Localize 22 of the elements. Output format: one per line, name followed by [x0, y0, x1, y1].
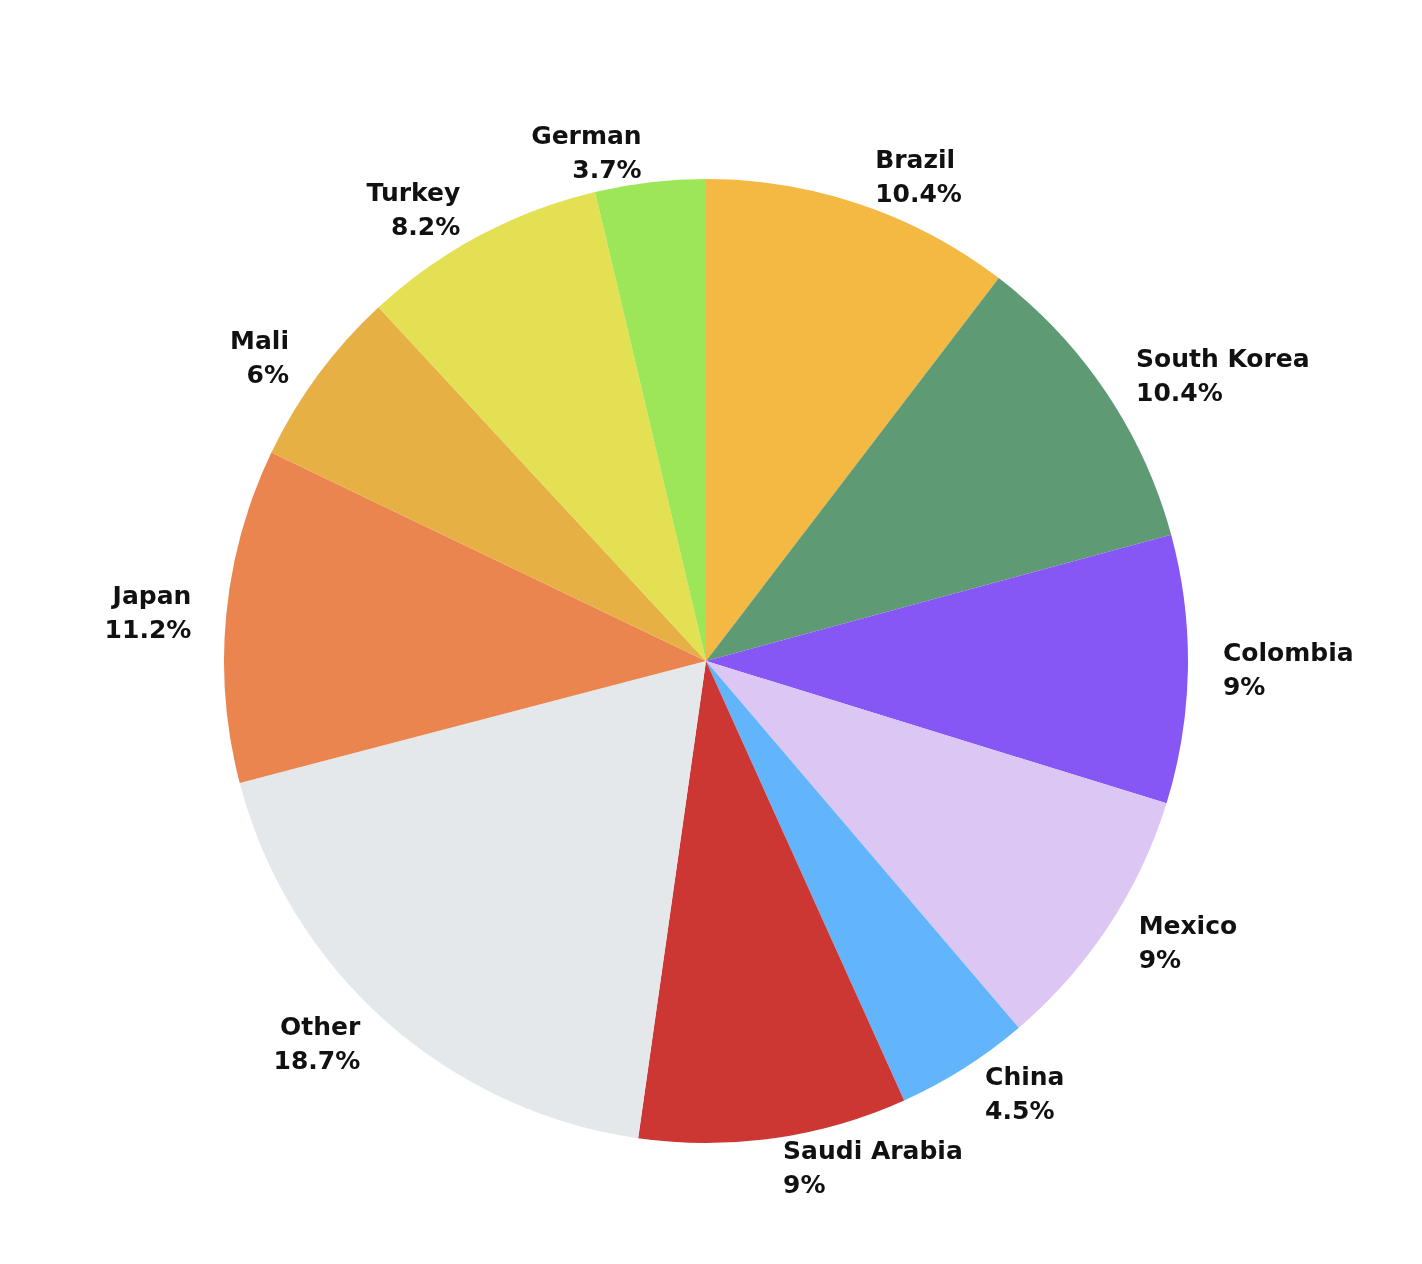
- slice-label: German: [531, 120, 642, 150]
- data-label: 8.2%: [390, 211, 461, 241]
- slice-label: Colombia: [1222, 638, 1354, 668]
- data-label: 9%: [783, 1170, 826, 1200]
- slice-label: China: [985, 1061, 1065, 1091]
- slice-label: South Korea: [1135, 343, 1310, 373]
- data-label: 4.5%: [985, 1095, 1055, 1125]
- slice-label: Other: [279, 1011, 361, 1041]
- data-label: 18.7%: [273, 1045, 361, 1075]
- data-label: 9%: [1138, 945, 1182, 975]
- data-label: 11.2%: [104, 614, 192, 644]
- slice-label: Mali: [230, 325, 289, 355]
- slice-label: Saudi Arabia: [783, 1136, 963, 1166]
- slice-label: Japan: [110, 580, 192, 610]
- slice-label: Brazil: [875, 144, 956, 174]
- slice-label: Turkey: [366, 177, 461, 207]
- slice-label: Mexico: [1138, 911, 1238, 941]
- data-label: 3.7%: [572, 154, 642, 184]
- data-label: 10.4%: [875, 178, 962, 208]
- data-label: 9%: [1222, 672, 1266, 702]
- data-label: 10.4%: [1135, 377, 1223, 407]
- data-label: 6%: [246, 359, 289, 389]
